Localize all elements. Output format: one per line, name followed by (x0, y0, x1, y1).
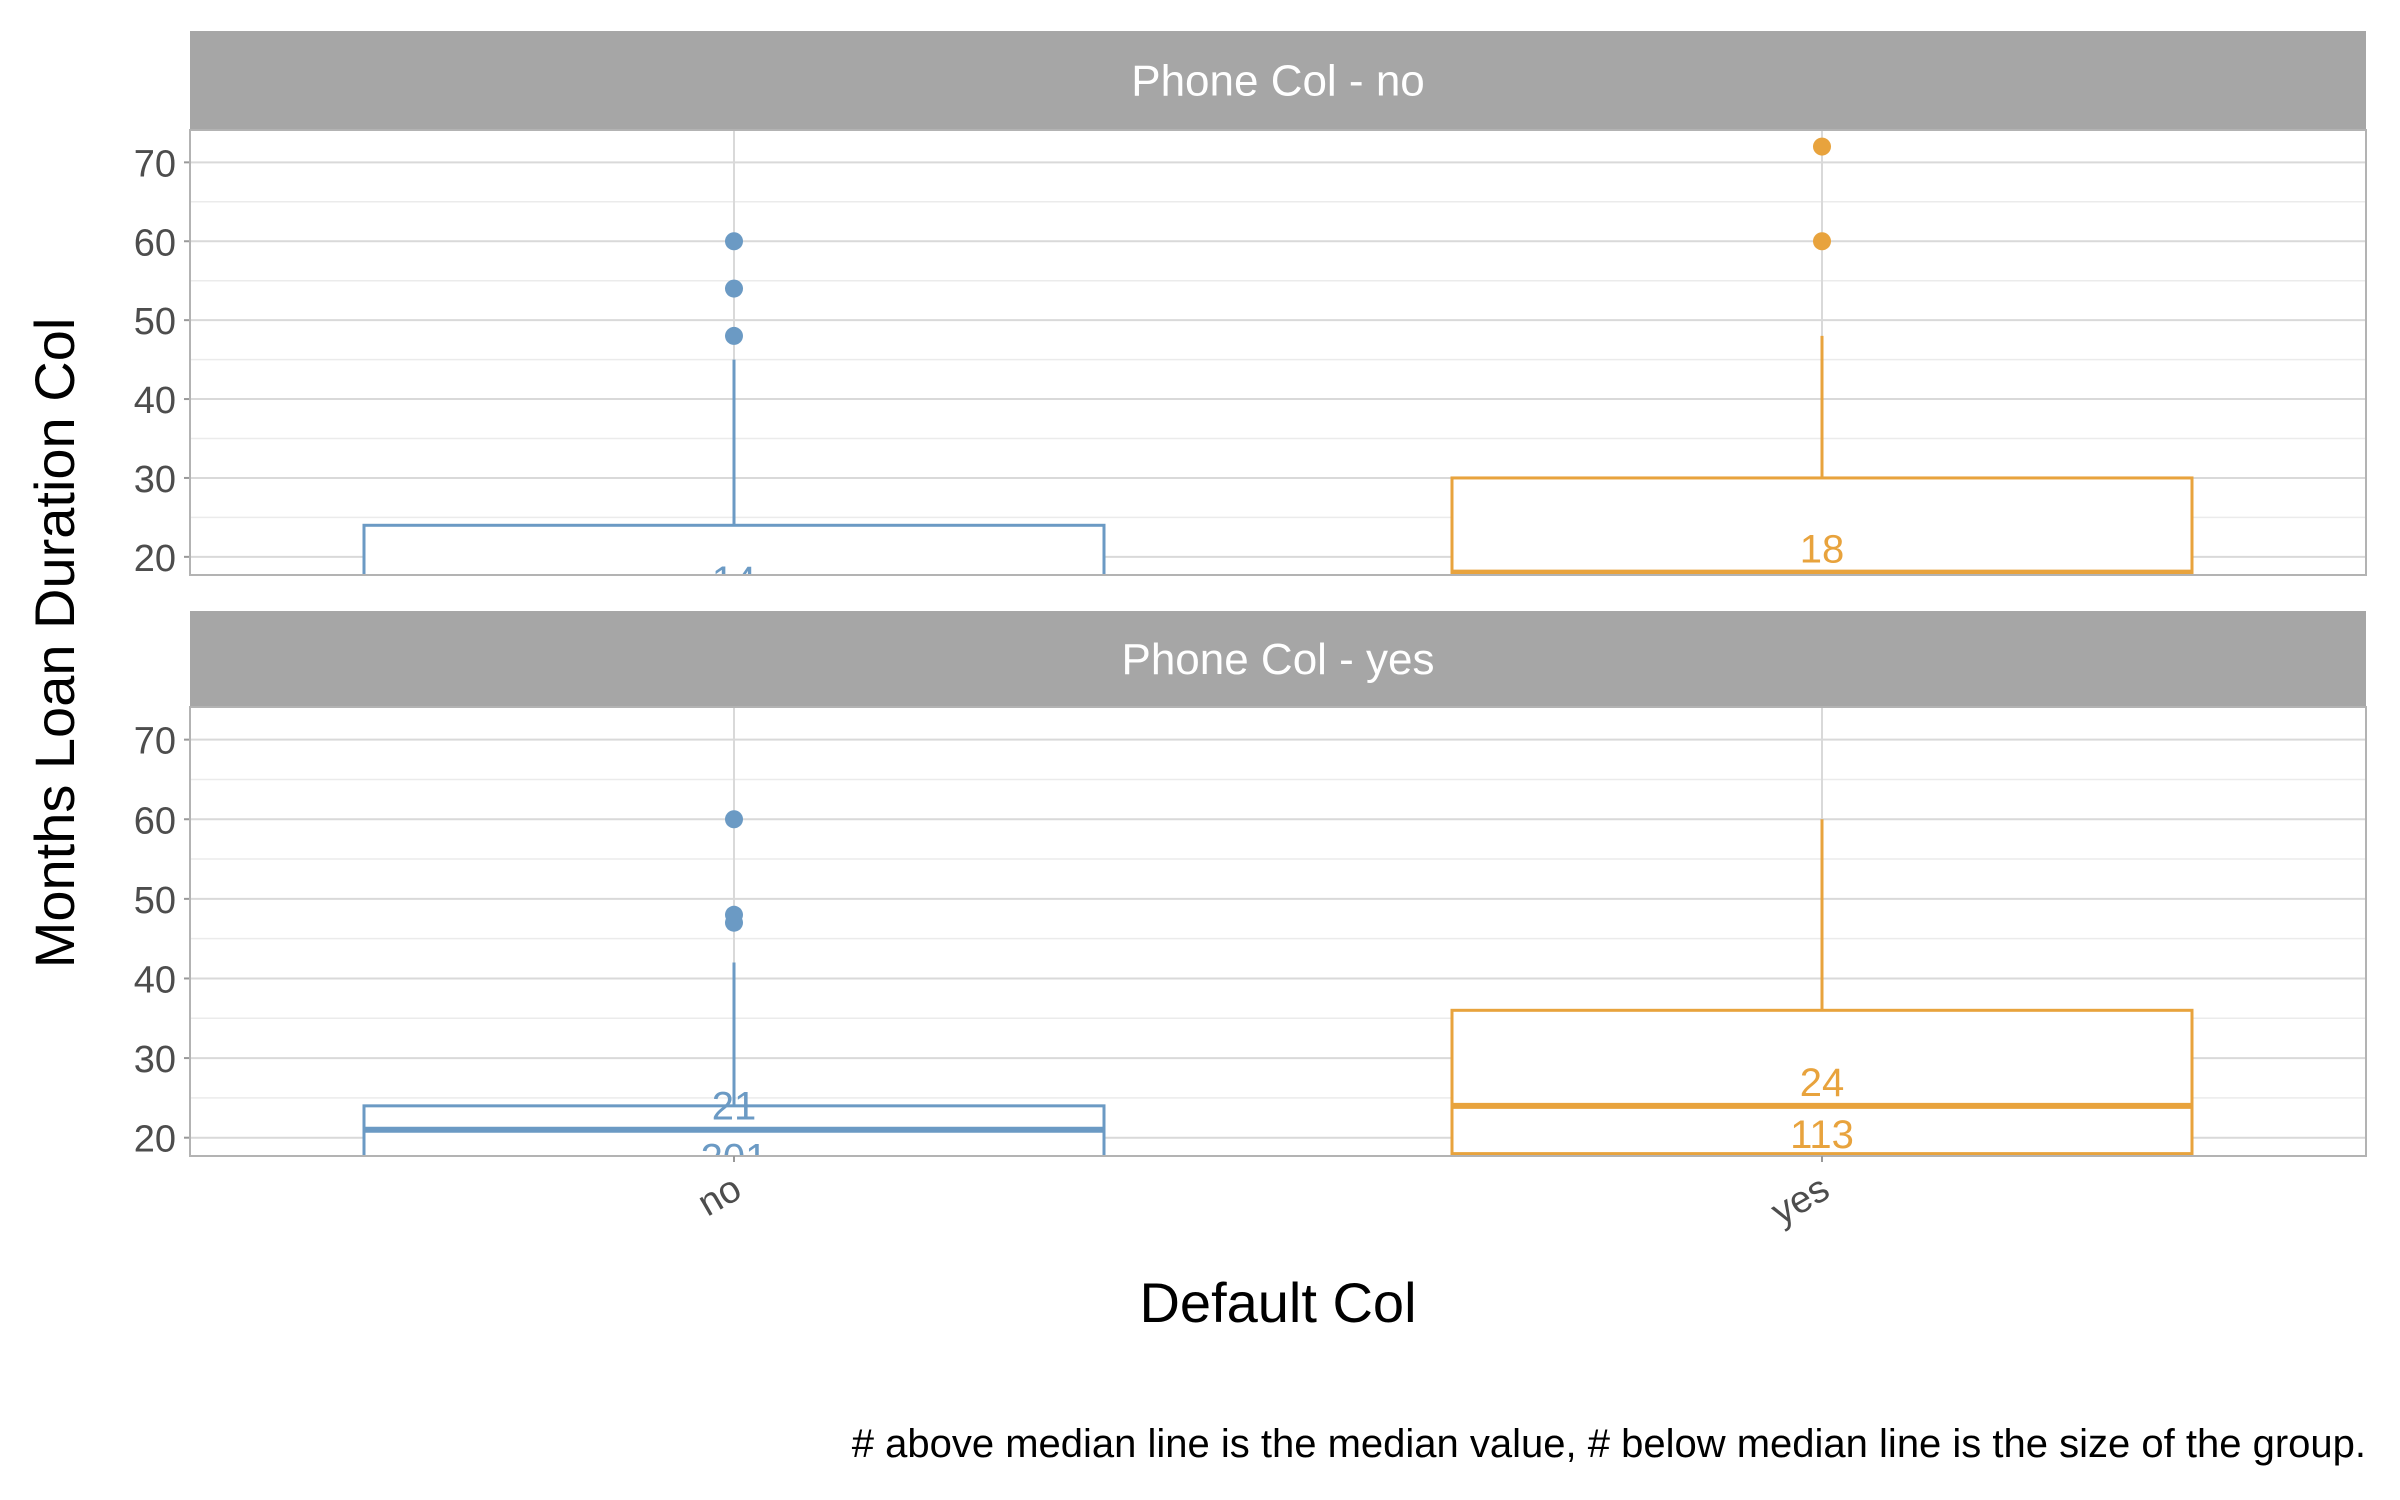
y-tick-label: 70 (134, 143, 176, 185)
outlier (725, 279, 743, 298)
facet-strip (190, 31, 2366, 130)
size-label: 201 (701, 1137, 768, 1181)
median-label: 14 (712, 559, 757, 603)
y-axis-title: Months Loan Duration Col (23, 318, 86, 969)
outlier (725, 232, 743, 251)
outlier (725, 810, 743, 829)
facet-strip (190, 611, 2366, 707)
x-axis-title: Default Col (1139, 1271, 1416, 1334)
y-tick-label: 30 (134, 1039, 176, 1081)
outlier (725, 913, 743, 932)
box (1450, 476, 2194, 575)
box (1450, 1008, 2194, 1156)
panel-border (189, 706, 2367, 1157)
facet-title: Phone Col - no (1131, 57, 1425, 106)
caption: # above median line is the median value,… (852, 1422, 2366, 1466)
panel: 14 18 (190, 130, 2366, 603)
median-label: 24 (1800, 1061, 1845, 1105)
outlier (1813, 232, 1831, 251)
outlier (725, 326, 743, 345)
y-tick-label: 30 (134, 459, 176, 501)
panel: 21 201 24 113 (190, 707, 2366, 1181)
y-tick-label: 60 (134, 800, 176, 842)
x-tick-label: no (691, 1167, 749, 1225)
y-tick-label: 20 (134, 538, 176, 580)
y-tick-label: 50 (134, 880, 176, 922)
median-label: 18 (1800, 528, 1845, 572)
y-tick-label: 20 (134, 1119, 176, 1161)
y-tick-label: 50 (134, 301, 176, 343)
y-tick-label: 40 (134, 380, 176, 422)
panel-border (189, 129, 2367, 576)
y-tick-label: 60 (134, 222, 176, 264)
size-label: 113 (1790, 1113, 1854, 1157)
facet-title: Phone Col - yes (1121, 635, 1434, 684)
y-tick-label: 40 (134, 959, 176, 1001)
outlier (1813, 137, 1831, 156)
median-label: 21 (712, 1085, 757, 1129)
y-tick-label: 70 (134, 721, 176, 763)
box (362, 523, 1106, 575)
x-tick-label: yes (1764, 1167, 1836, 1233)
